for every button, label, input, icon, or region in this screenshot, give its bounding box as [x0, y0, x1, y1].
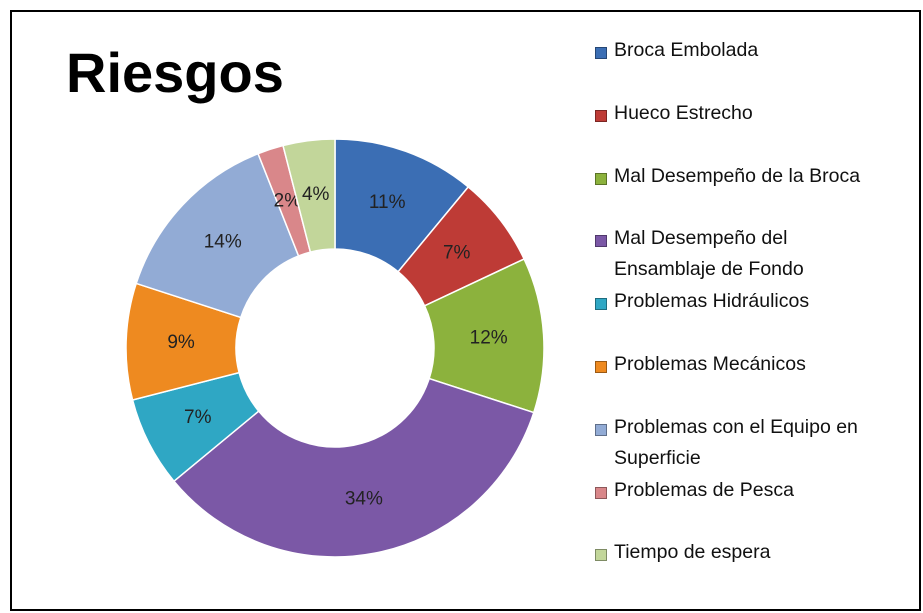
data-label: 7%: [184, 407, 212, 428]
legend-item: Problemas Hidráulicos: [595, 290, 895, 317]
data-label: 7%: [443, 243, 471, 264]
legend-swatch: [595, 298, 607, 311]
legend-item: Problemas Mecánicos: [595, 353, 895, 380]
legend-item: Hueco Estrecho: [595, 102, 895, 129]
legend-label: Hueco Estrecho: [614, 101, 753, 124]
donut-slice: [282, 138, 336, 254]
data-label: 9%: [167, 332, 195, 353]
data-label: 12%: [470, 327, 508, 348]
legend-swatch: [595, 361, 607, 373]
legend-item: Broca Embolada: [595, 39, 895, 66]
legend-swatch: [595, 47, 607, 59]
legend-label: Problemas de Pesca: [614, 478, 794, 501]
data-label: 2%: [274, 191, 302, 212]
data-label: 34%: [345, 488, 383, 509]
legend-swatch: [595, 423, 607, 436]
legend-item: Problemas de Pesca: [595, 479, 895, 506]
legend-swatch: [595, 235, 607, 248]
data-label: 4%: [302, 184, 330, 205]
legend-item: Mal Desempeño del Ensamblaje de Fondo: [595, 227, 895, 285]
chart-title: Riesgos: [66, 41, 284, 104]
legend-label: Problemas Hidráulicos: [614, 290, 810, 313]
legend-label: Problemas Mecánicos: [614, 353, 806, 375]
legend-swatch: [595, 172, 607, 185]
legend-label: Mal Desempeño del Ensamblaje de Fondo: [614, 227, 804, 281]
legend-label: Tiempo de espera: [614, 541, 771, 564]
legend-swatch: [595, 549, 607, 562]
donut-slice: [172, 377, 535, 558]
legend-item: Problemas con el Equipo en Superficie: [595, 416, 895, 474]
legend-label: Problemas con el Equipo en Superficie: [614, 415, 858, 469]
data-label: 11%: [369, 192, 406, 213]
legend-label: Mal Desempeño de la Broca: [614, 164, 861, 187]
legend-swatch: [595, 109, 607, 122]
legend-item: Tiempo de espera: [595, 541, 895, 568]
legend-swatch: [595, 486, 607, 499]
data-label: 14%: [204, 232, 242, 253]
legend-item: Mal Desempeño de la Broca: [595, 165, 895, 192]
donut-slice: [135, 152, 300, 319]
legend-label: Broca Embolada: [614, 39, 759, 61]
chart-border: [10, 10, 921, 611]
